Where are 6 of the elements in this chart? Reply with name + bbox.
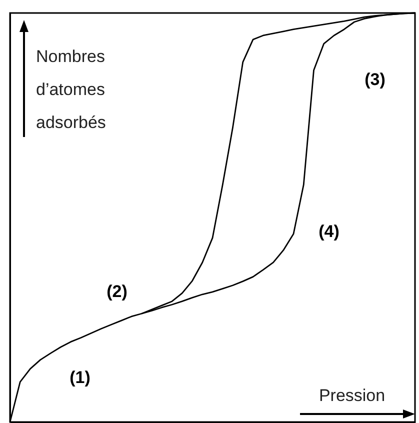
annotation: (4) (318, 222, 340, 241)
annotation: (1) (70, 368, 90, 387)
y-axis-title: Nombres d’atomes adsorbés (36, 47, 106, 132)
annotation: (3) (364, 70, 386, 89)
annotation: (2) (106, 282, 128, 301)
x-axis-title: Pression (318, 386, 386, 405)
